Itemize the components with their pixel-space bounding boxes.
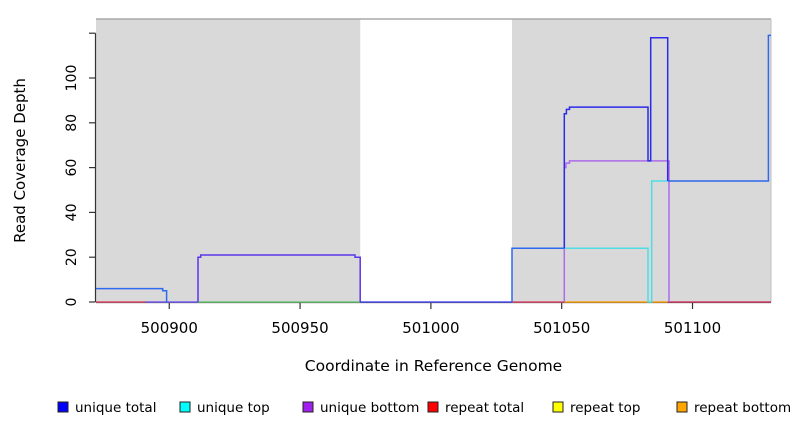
y-tick-label: 80 (64, 114, 80, 132)
y-tick-label: 20 (64, 248, 80, 266)
legend-label-unique-top: unique top (197, 400, 270, 416)
x-tick-label: 501050 (533, 319, 590, 337)
y-axis-title: Read Coverage Depth (11, 78, 29, 243)
series-segment-unique-top-right (564, 180, 668, 303)
y-tick-label: 0 (64, 298, 80, 307)
highlight-region (360, 19, 512, 302)
x-tick-label: 500900 (141, 319, 198, 337)
legend-swatch-repeat-top (552, 401, 564, 413)
series-segment-unique-total-bottom-overlap (197, 254, 361, 302)
series-segment-unique-total-right-54 (667, 34, 771, 182)
legend-label-repeat-top: repeat top (570, 400, 640, 416)
y-tick-label: 100 (64, 65, 80, 92)
series-segment-unique-total-high-plateau (563, 36, 669, 249)
y-tick-label: 40 (64, 203, 80, 221)
y-tick-label: 60 (64, 159, 80, 177)
x-tick-label: 501000 (402, 319, 459, 337)
series-segment-unique-total-left-low (96, 287, 168, 302)
legend-swatch-unique-bottom (302, 401, 314, 413)
legend-swatch-repeat-bottom (676, 401, 688, 413)
series-segment-unique-total-rise-24 (511, 247, 565, 302)
x-axis-title: Coordinate in Reference Genome (305, 357, 562, 375)
legend-swatch-unique-total (57, 401, 69, 413)
x-tick-label: 501100 (664, 319, 721, 337)
x-tick-label: 500950 (271, 319, 328, 337)
legend-label-unique-bottom: unique bottom (320, 400, 419, 416)
legend-label-repeat-bottom: repeat bottom (694, 400, 791, 416)
legend-label-repeat-total: repeat total (445, 400, 524, 416)
legend-swatch-unique-top (179, 401, 191, 413)
legend-swatch-repeat-total (427, 401, 439, 413)
legend-label-unique-total: unique total (75, 400, 156, 416)
